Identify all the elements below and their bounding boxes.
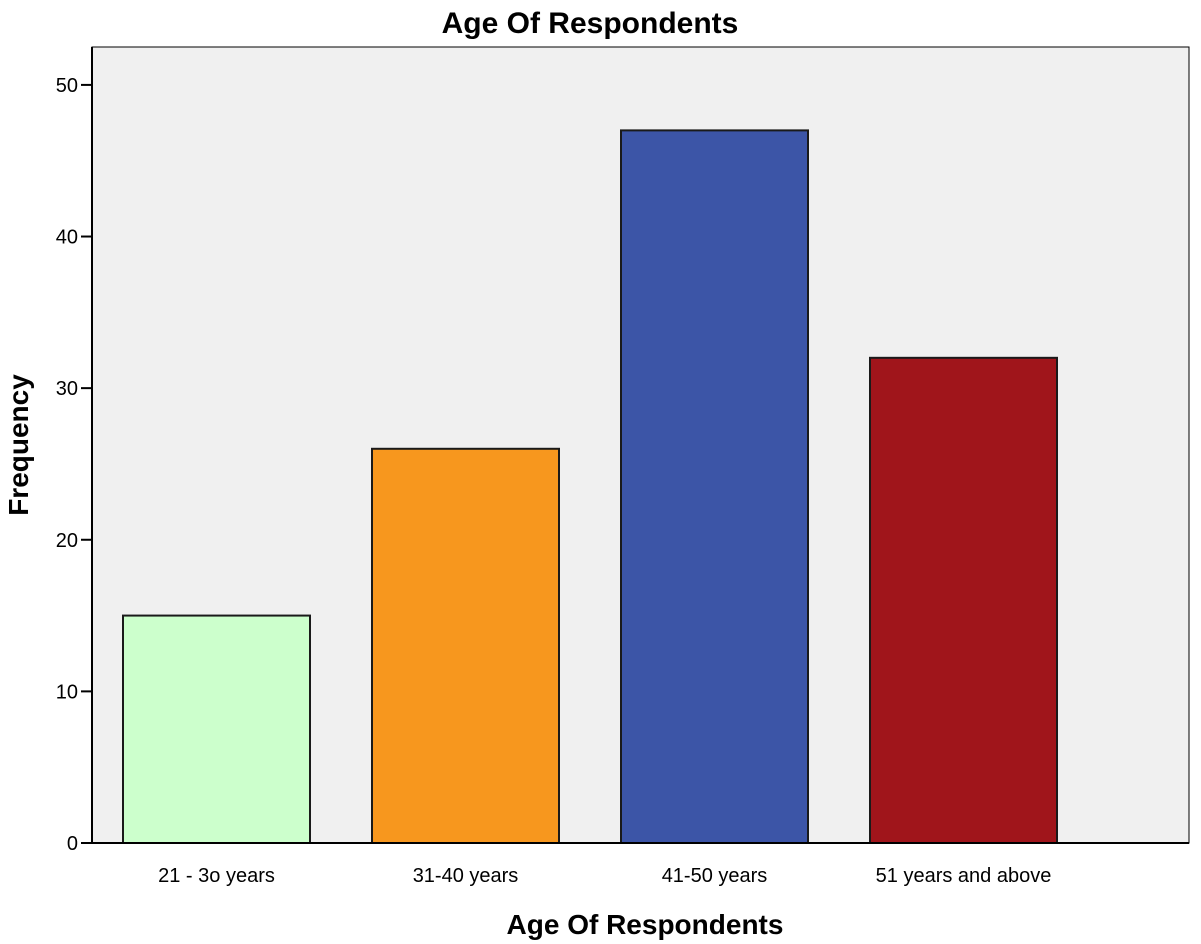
bar-4 — [869, 356, 1058, 844]
y-tick-label: 30 — [56, 378, 78, 400]
bars-group — [122, 129, 1058, 844]
x-tick-label: 51 years and above — [876, 865, 1052, 887]
bar-2 — [371, 447, 560, 844]
bar-3 — [620, 129, 809, 844]
y-tick-label: 40 — [56, 227, 78, 249]
x-tick-label: 31-40 years — [413, 865, 519, 887]
bar-1 — [122, 614, 311, 844]
y-tick-label: 0 — [67, 833, 78, 855]
y-tick-label: 10 — [56, 681, 78, 703]
y-axis-title: Frequency — [3, 374, 34, 516]
x-axis-title: Age Of Respondents — [507, 909, 784, 940]
x-tick-label: 41-50 years — [662, 865, 768, 887]
x-tick-label: 21 - 3o years — [158, 865, 275, 887]
chart-title: Age Of Respondents — [442, 7, 739, 40]
y-axis: 0 10 20 30 40 50 — [56, 47, 93, 855]
x-axis: 21 - 3o years 31-40 years 41-50 years 51 ye… — [92, 842, 1189, 887]
y-tick-label: 50 — [56, 75, 78, 97]
y-tick-label: 20 — [56, 530, 78, 552]
